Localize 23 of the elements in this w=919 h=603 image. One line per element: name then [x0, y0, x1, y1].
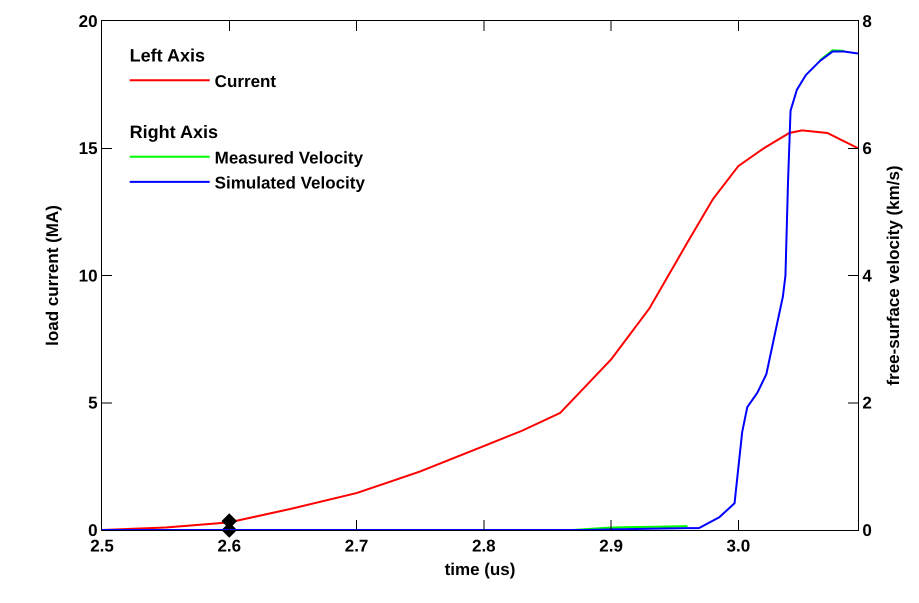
y-tick-label: 15 [78, 139, 98, 158]
x-tick-label: 3.0 [726, 536, 750, 556]
x-axis-title: time (us) [444, 560, 516, 579]
annotation: Right Axis [130, 122, 218, 142]
annotation: Left Axis [130, 45, 206, 66]
y-axis-title: load current (MA) [43, 205, 62, 346]
y2-tick-label: 0 [862, 520, 872, 540]
x-tick-label: 2.7 [344, 536, 368, 556]
y2-tick-label: 6 [862, 139, 872, 158]
x-tick-label: 2.9 [599, 536, 623, 556]
legend-label: Current [214, 72, 276, 91]
y-tick-label: 20 [78, 12, 98, 31]
line-series [102, 50, 858, 530]
legend-label: Measured Velocity [214, 148, 364, 168]
y2-axis-title: free-surface velocity (km/s) [884, 165, 903, 386]
y-tick-label: 5 [88, 394, 98, 413]
y2-tick-label: 8 [862, 12, 872, 31]
x-tick-label: 2.8 [472, 536, 496, 556]
x-tick-label: 2.6 [217, 536, 242, 556]
y-tick-label: 10 [78, 266, 98, 286]
y2-tick-label: 2 [862, 394, 872, 413]
y2-tick-label: 4 [862, 266, 872, 286]
legend-label: Simulated Velocity [214, 173, 366, 192]
